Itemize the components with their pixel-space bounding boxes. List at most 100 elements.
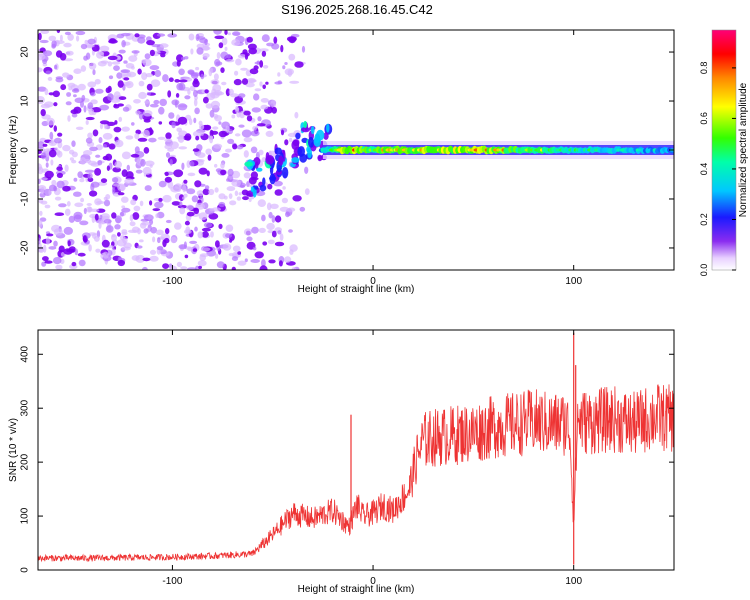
noise-blob — [220, 51, 229, 60]
noise-blob — [184, 95, 191, 100]
noise-blob — [95, 248, 101, 253]
noise-blob — [274, 215, 282, 223]
noise-blob — [79, 220, 89, 226]
noise-blob — [159, 249, 167, 255]
noise-blob — [267, 239, 275, 245]
noise-blob — [102, 144, 107, 148]
noise-blob — [68, 215, 75, 223]
noise-blob — [200, 73, 205, 80]
snr-line — [38, 384, 674, 563]
noise-blob — [47, 76, 53, 81]
noise-blob — [228, 88, 234, 96]
noise-blob — [188, 33, 195, 41]
y-tick-label: 0 — [20, 147, 31, 153]
noise-blob — [111, 234, 117, 242]
noise-blob — [73, 191, 82, 197]
noise-blob — [238, 124, 245, 128]
noise-blob — [54, 147, 59, 152]
noise-blob — [75, 126, 84, 130]
noise-blob — [212, 126, 219, 130]
noise-blob — [187, 89, 191, 95]
noise-blob — [178, 244, 187, 250]
feature-blob — [323, 132, 329, 140]
noise-blob — [80, 65, 87, 72]
y-tick-label: 10 — [20, 95, 31, 107]
y-tick-label: -10 — [20, 191, 31, 206]
colorbar-tick-label: 0.0 — [699, 264, 709, 277]
noise-blob — [84, 39, 89, 45]
noise-blob — [171, 201, 181, 206]
noise-blob — [237, 260, 247, 266]
noise-blob — [194, 180, 202, 188]
noise-blob — [190, 72, 201, 77]
noise-blob — [38, 219, 43, 228]
noise-blob — [142, 257, 151, 262]
noise-blob — [252, 126, 257, 131]
noise-blob — [235, 58, 242, 66]
noise-blob — [232, 245, 241, 252]
noise-blob — [141, 221, 151, 226]
noise-blob — [187, 247, 194, 252]
noise-blob — [240, 67, 248, 71]
noise-blob — [195, 265, 200, 270]
noise-blob — [199, 253, 209, 258]
noise-blob — [87, 102, 94, 110]
spectrogram-x-label: Height of straight line (km) — [298, 284, 415, 295]
noise-blob — [174, 100, 178, 108]
noise-blob — [96, 200, 105, 205]
noise-blob — [137, 137, 148, 142]
noise-blob — [113, 65, 120, 71]
noise-blob — [202, 188, 210, 196]
noise-blob — [95, 154, 101, 158]
noise-blob — [131, 122, 135, 126]
noise-blob — [38, 198, 44, 204]
noise-blob — [73, 211, 83, 220]
y-tick-label: 0 — [20, 567, 31, 573]
noise-blob — [46, 117, 55, 126]
noise-blob — [170, 141, 179, 150]
noise-blob — [90, 208, 100, 212]
noise-blob — [63, 248, 73, 255]
feature-blob — [248, 176, 257, 185]
noise-blob — [243, 110, 251, 116]
noise-blob — [56, 30, 61, 34]
noise-blob — [141, 72, 148, 80]
noise-blob — [180, 266, 188, 270]
colorbar-tick-label: 0.6 — [699, 112, 709, 125]
noise-blob — [282, 186, 286, 190]
noise-blob — [224, 30, 228, 35]
noise-blob — [53, 125, 57, 132]
noise-blob — [44, 170, 54, 179]
noise-blob — [201, 227, 211, 232]
noise-blob — [258, 227, 266, 233]
noise-blob — [132, 212, 140, 220]
noise-blob — [108, 143, 116, 150]
noise-blob — [85, 116, 95, 121]
noise-blob — [121, 126, 130, 132]
noise-blob — [86, 203, 92, 206]
colorbar-frame — [711, 29, 737, 271]
noise-blob — [304, 166, 309, 174]
noise-blob — [123, 77, 130, 81]
snr-panel: -100 0 100 0 100 200 300 400 Height of straight… — [8, 329, 675, 595]
y-tick-label: 20 — [20, 46, 31, 58]
noise-blob — [282, 65, 286, 70]
noise-blob — [222, 243, 232, 251]
noise-blob — [178, 146, 188, 150]
noise-blob — [193, 89, 198, 97]
noise-blob — [62, 185, 71, 192]
noise-blob — [258, 149, 264, 156]
noise-blob — [280, 129, 285, 136]
noise-blob — [216, 261, 225, 269]
noise-blob — [102, 132, 113, 140]
noise-blob — [102, 155, 109, 161]
noise-blob — [85, 137, 93, 144]
noise-blob — [100, 178, 108, 184]
noise-blob — [218, 42, 224, 49]
noise-blob — [87, 132, 93, 139]
noise-blob — [262, 65, 269, 69]
noise-blob — [60, 84, 67, 91]
noise-blob — [174, 79, 180, 83]
noise-blob — [215, 253, 219, 259]
noise-blob — [106, 165, 110, 171]
